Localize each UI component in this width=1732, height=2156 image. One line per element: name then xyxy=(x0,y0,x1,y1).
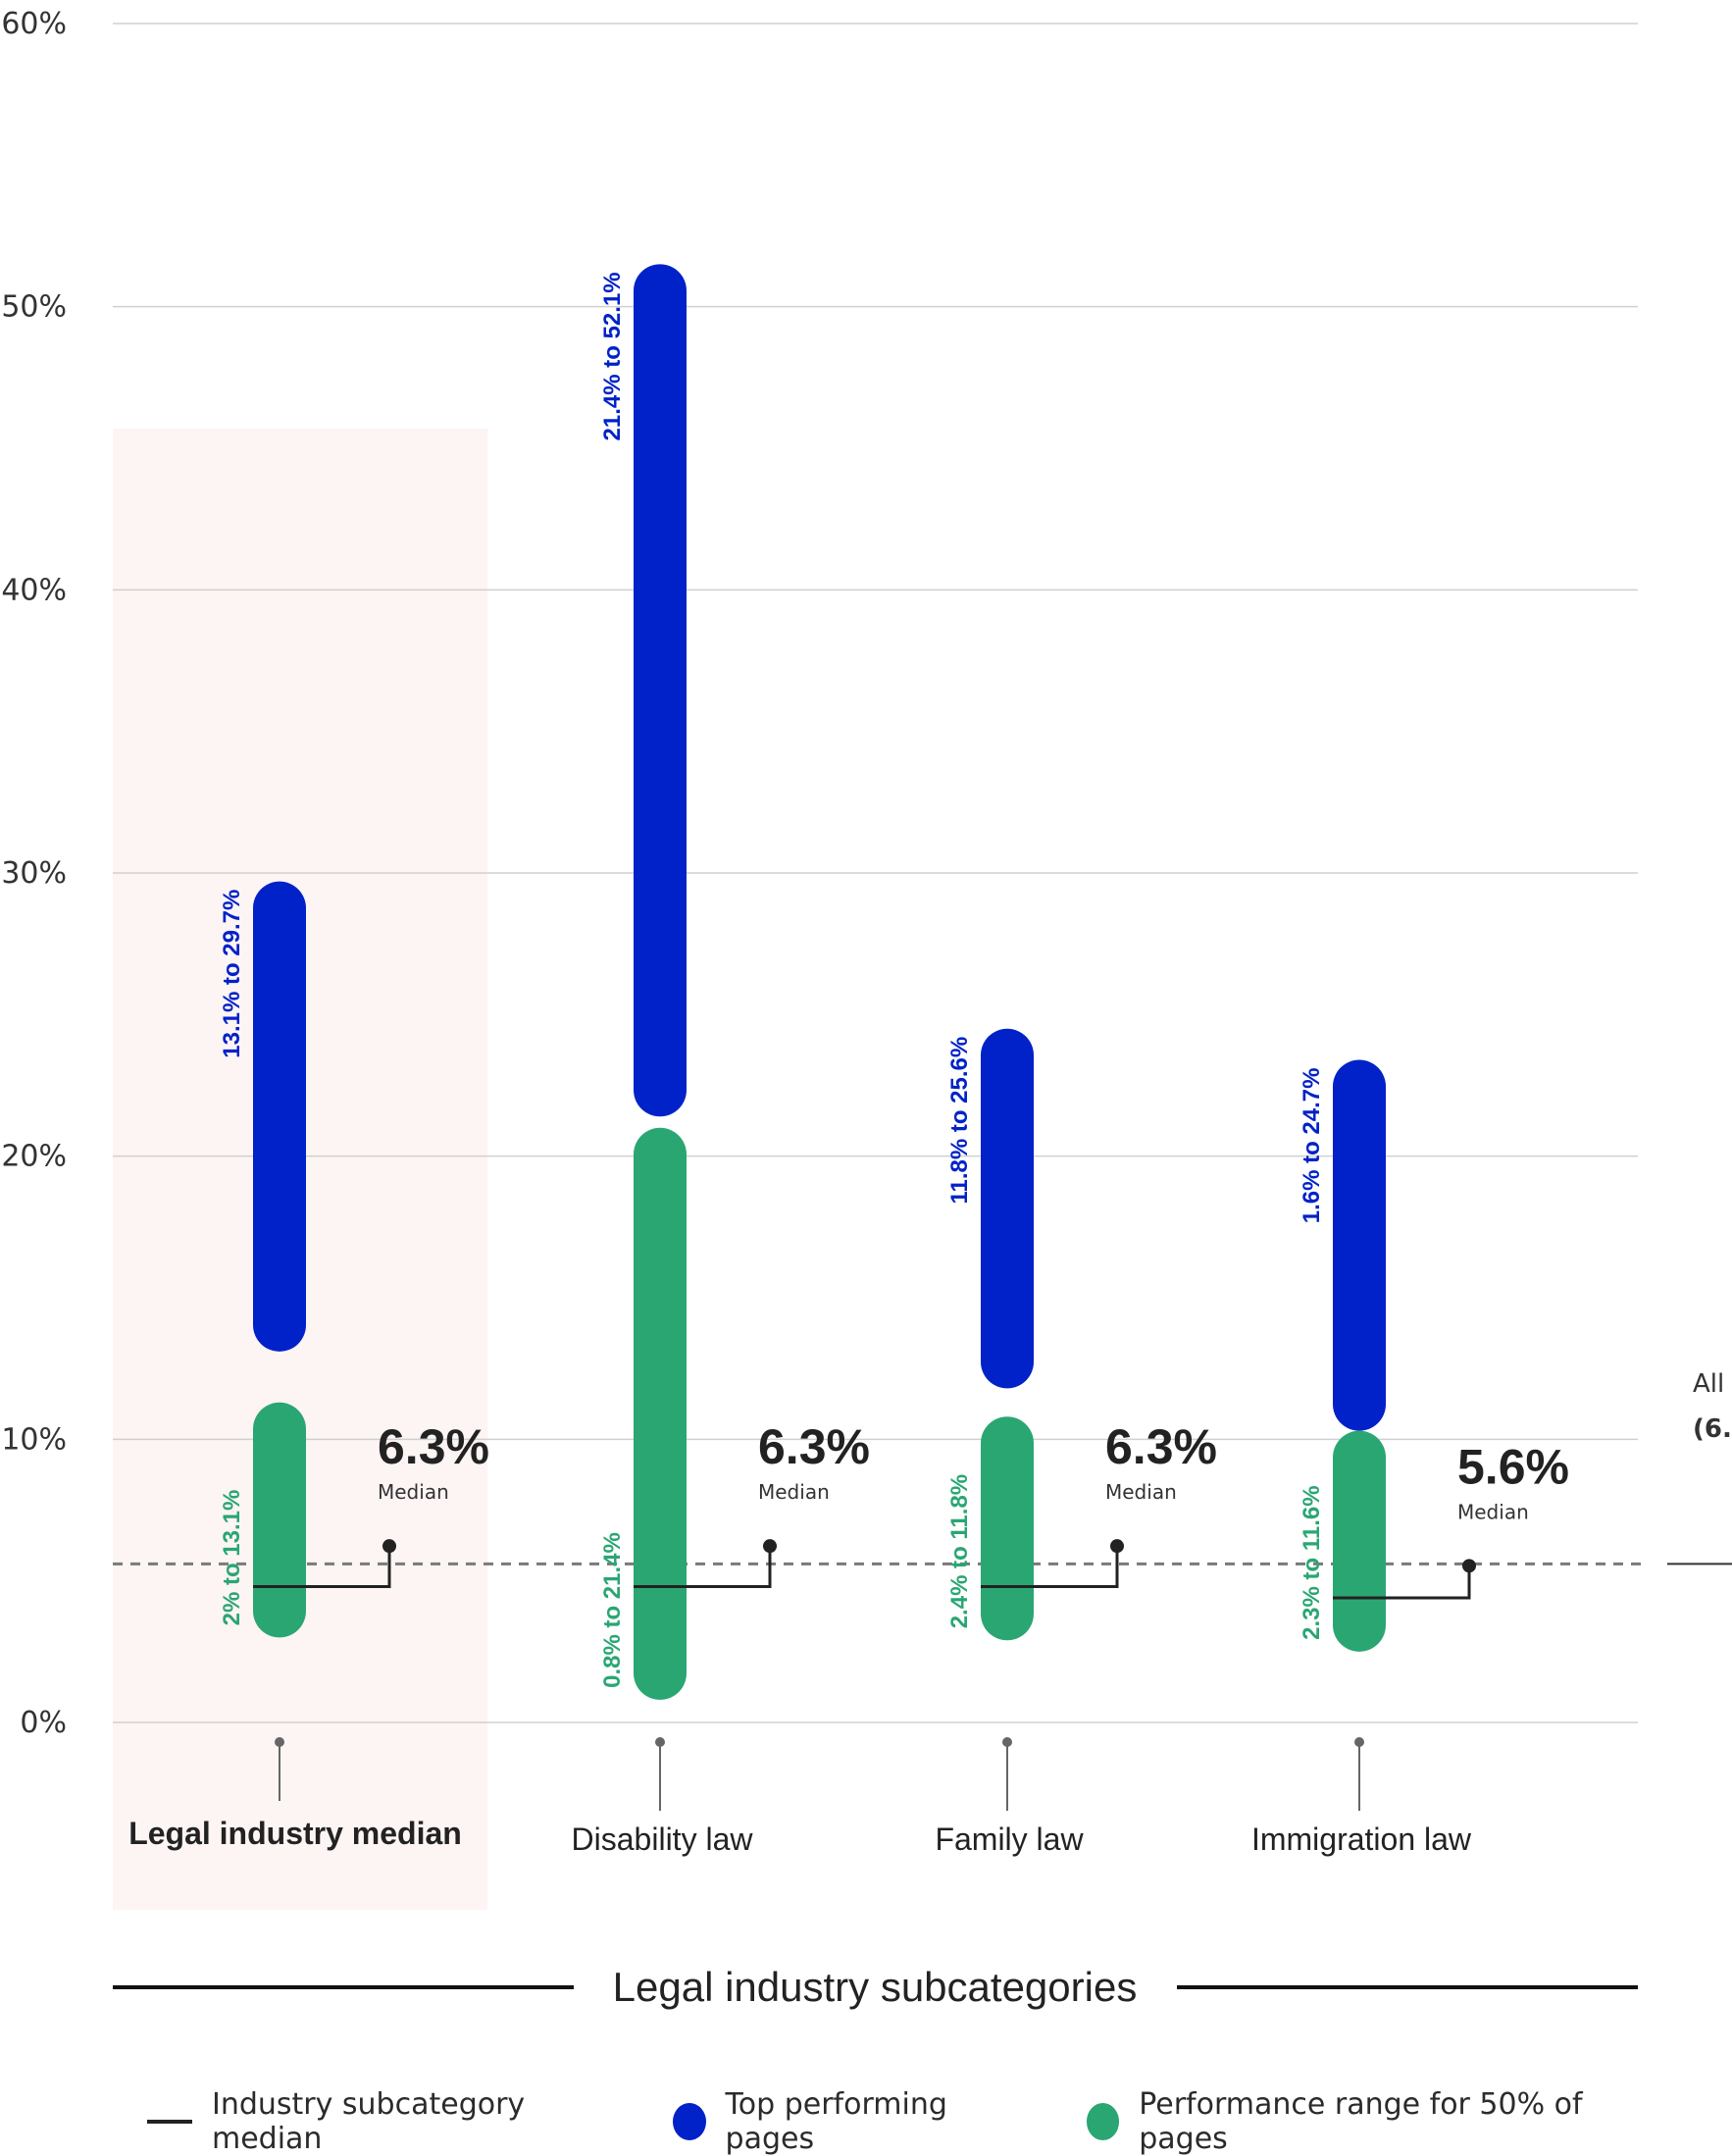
legend-top-swatch xyxy=(673,2103,706,2140)
median-connector xyxy=(981,1546,1119,1588)
median-connector xyxy=(253,1546,391,1588)
median-dot xyxy=(382,1539,396,1554)
top-range-label: 21.4% to 52.1% xyxy=(599,272,626,440)
top-range-bar xyxy=(253,881,306,1352)
y-tick-label: 0% xyxy=(20,1706,67,1740)
category-label: Disability law xyxy=(572,1822,754,1857)
y-tick-label: 40% xyxy=(1,573,67,607)
median-caption: Median xyxy=(1105,1480,1177,1504)
y-tick-label: 10% xyxy=(1,1422,67,1457)
mid-range-label: 2.4% to 11.8% xyxy=(946,1474,973,1628)
legend-mid-swatch xyxy=(1086,2103,1120,2140)
y-tick-label: 20% xyxy=(1,1140,67,1174)
legend: Industry subcategory median Top performi… xyxy=(147,2087,1697,2156)
top-range-label: 13.1% to 29.7% xyxy=(219,890,245,1058)
legend-item-mid: Performance range for 50% of pages xyxy=(1086,2087,1618,2156)
top-range-bar xyxy=(1333,1059,1386,1431)
top-range-bar xyxy=(634,264,687,1117)
legend-median-swatch xyxy=(147,2120,192,2124)
median-caption: Median xyxy=(1457,1500,1529,1523)
median-caption: Median xyxy=(378,1480,449,1504)
reference-label-fragment: All xyxy=(1693,1369,1724,1399)
category-label: Legal industry median xyxy=(128,1816,462,1851)
category-label: Family law xyxy=(935,1822,1084,1857)
median-value-label: 6.3% xyxy=(758,1419,870,1474)
mid-range-bar xyxy=(634,1127,687,1700)
legend-item-median: Industry subcategory median xyxy=(147,2087,594,2156)
top-range-label: 1.6% to 24.7% xyxy=(1299,1068,1325,1224)
median-connector xyxy=(634,1546,772,1588)
mid-range-label: 2.3% to 11.6% xyxy=(1299,1485,1325,1639)
median-value-label: 6.3% xyxy=(1105,1419,1217,1474)
median-connector xyxy=(1333,1566,1471,1600)
reference-label-fragment-2: (6. xyxy=(1693,1414,1732,1444)
mid-range-bar xyxy=(253,1402,306,1638)
y-tick-label: 50% xyxy=(1,290,67,325)
median-dot xyxy=(1462,1559,1476,1573)
mid-range-bar xyxy=(1333,1430,1386,1652)
y-tick-label: 30% xyxy=(1,856,67,891)
median-value-label: 5.6% xyxy=(1457,1439,1569,1494)
y-tick-label: 60% xyxy=(1,7,67,41)
legend-median-label: Industry subcategory median xyxy=(211,2087,526,2156)
mid-range-bar xyxy=(981,1416,1034,1641)
top-range-bar xyxy=(981,1028,1034,1389)
mid-range-label: 2% to 13.1% xyxy=(219,1490,245,1626)
x-axis-title: Legal industry subcategories xyxy=(613,1964,1138,2010)
legend-mid-label: Performance range for 50% of pages xyxy=(1139,2087,1583,2156)
median-value-label: 6.3% xyxy=(378,1419,489,1474)
category-label: Immigration law xyxy=(1251,1822,1472,1857)
median-dot xyxy=(1110,1539,1124,1554)
median-dot xyxy=(763,1539,777,1554)
legend-top-label: Top performing pages xyxy=(725,2087,947,2156)
mid-range-label: 0.8% to 21.4% xyxy=(599,1532,626,1688)
legend-item-top: Top performing pages xyxy=(673,2087,1008,2156)
top-range-label: 11.8% to 25.6% xyxy=(946,1037,973,1205)
median-caption: Median xyxy=(758,1480,830,1504)
